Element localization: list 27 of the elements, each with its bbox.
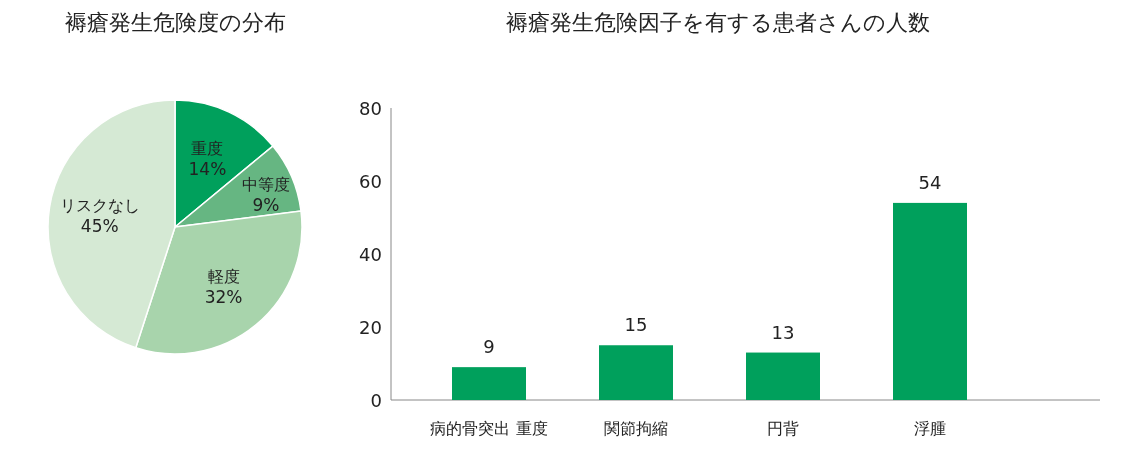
data-label: 54 <box>918 171 942 193</box>
data-label: 45% <box>80 216 119 237</box>
data-label: 15 <box>624 314 648 336</box>
data-label: 13 <box>771 321 795 343</box>
x-tick-label: 関節拘縮 <box>604 419 668 438</box>
x-tick-label: 病的骨突出 重度 <box>430 419 548 438</box>
chart-title: 褥瘡発生危険因子を有する患者さんの人数 <box>506 10 930 35</box>
slice-label: 軽度 <box>207 266 240 286</box>
data-label: 32% <box>204 286 243 307</box>
chart-title: 褥瘡発生危険度の分布 <box>64 10 286 35</box>
y-tick-label: 80 <box>359 98 382 119</box>
slice-label: 重度 <box>191 139 224 159</box>
slice-label: 中等度 <box>241 174 290 194</box>
bar <box>746 352 820 400</box>
x-tick-label: 円背 <box>767 419 799 438</box>
data-label: 9 <box>483 336 495 358</box>
x-tick-label: 浮腫 <box>914 419 946 438</box>
y-tick-label: 20 <box>359 317 382 338</box>
bar <box>599 345 673 400</box>
data-label: 14% <box>188 159 227 180</box>
bar <box>893 202 967 400</box>
bar <box>452 367 526 400</box>
data-label: 9% <box>252 194 280 215</box>
y-tick-label: 0 <box>370 390 382 411</box>
slice-label: リスクなし <box>59 196 140 216</box>
y-tick-label: 60 <box>359 171 382 192</box>
y-tick-label: 40 <box>359 244 382 265</box>
